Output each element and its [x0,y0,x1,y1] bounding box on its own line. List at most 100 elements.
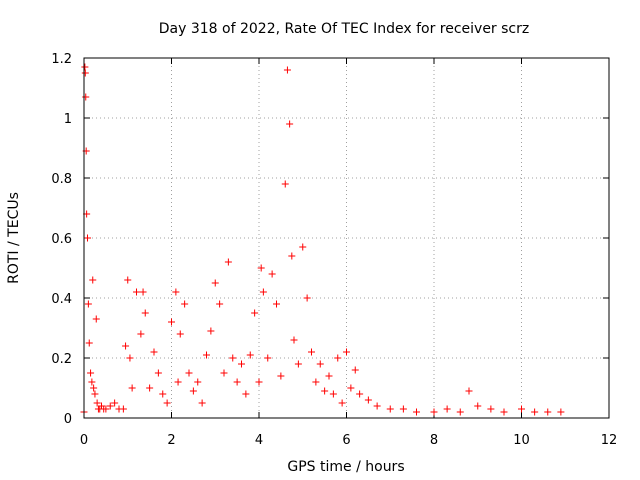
data-point [102,405,110,413]
data-point [373,402,381,410]
data-point [487,405,495,413]
data-point [316,360,324,368]
data-points [80,63,565,416]
x-tick-label: 4 [255,433,263,448]
axis-ticks: 0 2 4 6 8 10 12 0 0.2 0.4 0.6 0.8 1 1.2 [51,52,617,448]
data-point [141,309,149,317]
data-point [168,318,175,326]
data-point [321,387,329,395]
y-tick-label: 0.8 [51,172,72,187]
y-tick-label: 1 [64,112,72,127]
data-point [111,399,119,407]
data-point [430,408,438,416]
y-tick-label: 1.2 [51,52,72,67]
data-point [172,288,180,296]
data-point [281,180,289,188]
data-point [294,360,302,368]
chart-title: Day 318 of 2022, Rate Of TEC Index for r… [159,21,529,37]
data-point [207,327,215,335]
data-point [351,366,359,374]
data-point [90,384,98,392]
y-tick-label: 0.4 [51,292,72,307]
data-point [81,69,89,77]
data-point [146,384,154,392]
data-point [174,378,182,386]
y-tick-label: 0.2 [51,352,72,367]
x-tick-label: 6 [342,433,350,448]
data-point [557,408,565,416]
data-point [246,351,254,359]
x-tick-label: 10 [513,433,530,448]
data-point [124,276,132,284]
data-point [159,390,167,398]
data-point [139,288,147,296]
data-point [137,330,145,338]
data-point [242,390,250,398]
data-point [92,315,100,323]
data-point [189,387,197,395]
data-point [88,378,96,386]
x-tick-label: 0 [80,433,88,448]
data-point [154,369,162,377]
data-point [386,405,394,413]
data-point [238,360,245,368]
y-tick-label: 0.6 [51,232,72,247]
y-tick-label: 0 [64,412,72,427]
x-tick-label: 2 [167,433,175,448]
data-point [364,396,372,404]
data-point [93,399,101,407]
data-point [233,378,241,386]
data-point [119,405,127,413]
data-point [224,258,232,266]
data-point [85,339,93,347]
x-tick-label: 12 [601,433,618,448]
data-point [273,300,280,308]
data-point [308,348,315,356]
x-tick-label: 8 [430,433,438,448]
data-point [82,93,90,101]
data-point [84,300,92,308]
data-point [89,276,97,284]
data-point [334,354,342,362]
data-point [399,405,407,413]
plot-frame [83,57,610,419]
data-point [176,330,184,338]
data-point [356,390,364,398]
data-point [122,342,130,350]
data-point [84,234,91,242]
data-point [106,402,114,410]
x-axis-label: GPS time / hours [287,459,404,475]
data-point [288,252,296,260]
data-point [544,408,552,416]
data-point [257,264,265,272]
data-point [299,243,307,251]
data-point [211,279,219,287]
data-point [325,372,333,380]
data-point [128,384,136,392]
data-point [163,399,171,407]
data-point [413,408,420,416]
data-point [500,408,508,416]
data-point [150,348,158,356]
data-point [443,405,451,413]
data-point [268,270,276,278]
data-point [181,300,189,308]
data-point [216,300,224,308]
data-point [194,378,202,386]
data-point [220,369,228,377]
data-point [518,405,525,413]
data-point [343,348,350,356]
data-point [329,390,337,398]
data-point [229,354,237,362]
data-point [203,351,210,359]
grid [84,58,609,418]
data-point [338,399,346,407]
data-point [303,294,311,302]
data-point [91,390,99,398]
data-point [277,372,285,380]
data-point [198,399,206,407]
data-point [255,378,263,386]
data-point [81,63,89,71]
data-point [312,378,320,386]
